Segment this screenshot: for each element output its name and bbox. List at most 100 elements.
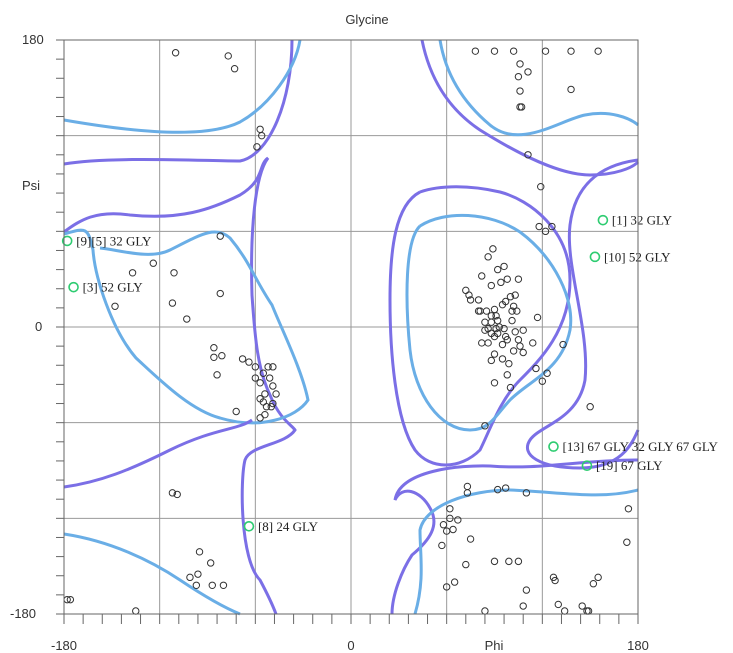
data-point [487,281,496,290]
data-point [624,505,633,513]
contour-inner-bottom-right [413,488,639,615]
data-point [219,581,228,589]
data-point [500,324,508,333]
contour-outer-left-loop [63,156,297,615]
data-point [476,307,484,315]
data-point [149,259,157,267]
contour-outer-bottom-left [63,418,253,489]
data-point [208,581,216,589]
data-point [259,398,268,406]
point-label: [13] 67 GLY 32 GLY 67 GLY [562,439,718,454]
data-point [514,275,523,283]
plot-frame [63,39,639,615]
data-point [272,390,280,398]
data-point [439,521,448,529]
data-point [194,570,202,578]
data-point [216,289,224,298]
data-point [186,573,194,582]
data-point [508,307,516,315]
data-point [269,363,277,371]
data-point [256,379,264,387]
data-point [559,340,567,349]
data-point [567,85,575,94]
labeled-point [589,251,601,263]
data-point [509,302,518,310]
y-tick-180: 180 [22,32,44,47]
data-point [490,305,499,314]
data-point [232,407,240,416]
data-point [168,299,177,307]
data-point [543,369,551,377]
data-point [251,374,260,382]
contour-inner-top-right [438,39,639,137]
data-point [493,316,502,325]
data-point [511,328,519,336]
data-point [516,342,524,350]
data-point [462,560,470,569]
data-point [463,482,472,491]
x-tick-180: 180 [627,638,649,653]
data-point [450,578,459,586]
labeled-point [243,521,255,532]
y-axis-title: Psi [22,178,40,193]
data-point [446,514,454,523]
data-point [195,548,204,556]
data-point [538,377,547,385]
data-point [466,296,475,304]
data-point [168,489,177,497]
data-point [111,302,119,310]
data-point [442,527,451,535]
data-point [490,379,499,387]
data-point [173,490,181,499]
data-point [524,68,532,76]
data-point [265,374,274,382]
data-point [490,332,499,341]
data-point [505,359,513,368]
data-point [498,300,507,309]
data-point [267,403,275,411]
data-point [537,182,545,191]
data-point [224,52,232,60]
data-point [498,340,507,349]
data-point [516,87,524,95]
data-point [506,383,515,392]
data-point [484,253,492,261]
data-point [259,369,268,377]
data-point [509,347,518,355]
data-point [251,363,260,371]
data-point [210,344,218,352]
data-point [258,131,266,140]
labeled-point [581,460,593,472]
data-point [245,358,253,366]
data-point [589,580,598,588]
data-point [522,586,531,594]
point-label: [9][5] 32 GLY [76,233,152,248]
data-points [63,47,633,615]
y-tick-0: 0 [35,319,42,334]
data-point [183,315,191,323]
data-point [487,312,496,320]
data-point [490,557,499,566]
labeled-points: [1] 32 GLY[3] 52 GLY[8] 24 GLY[10] 52 GL… [61,213,719,534]
data-point [438,541,446,550]
point-label: [8] 24 GLY [258,519,319,534]
data-point [490,47,499,55]
data-point [522,489,531,497]
data-point [532,364,540,373]
data-point [514,557,523,566]
data-point [206,559,215,567]
data-point [170,269,178,277]
data-point [503,275,511,283]
data-point [478,339,486,347]
data-point [216,232,224,240]
data-point [493,485,502,494]
contour-outer-top-left [63,39,294,166]
data-point [261,410,269,419]
contour-lines [63,39,640,616]
data-point [503,336,511,344]
data-point [514,72,523,81]
data-point [533,313,542,322]
data-point [516,103,524,111]
chart-title: Glycine [345,12,388,27]
